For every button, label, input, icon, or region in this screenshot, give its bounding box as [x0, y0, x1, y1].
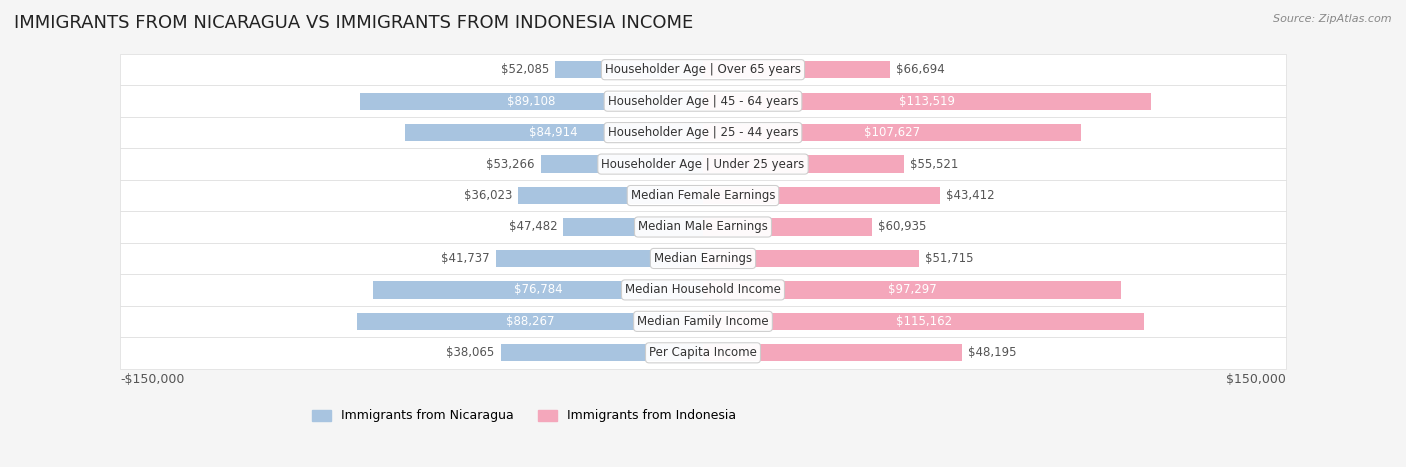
Text: Median Male Earnings: Median Male Earnings [638, 220, 768, 234]
Text: $66,694: $66,694 [896, 63, 945, 76]
Bar [360, 92, 703, 110]
Bar [562, 219, 703, 236]
Text: $55,521: $55,521 [910, 157, 959, 170]
Bar [357, 313, 703, 330]
FancyBboxPatch shape [120, 117, 1286, 149]
Bar [703, 156, 904, 173]
FancyBboxPatch shape [120, 85, 1286, 117]
Text: $107,627: $107,627 [865, 126, 920, 139]
Text: $36,023: $36,023 [464, 189, 513, 202]
Text: -$150,000: -$150,000 [120, 373, 184, 386]
Text: Householder Age | Under 25 years: Householder Age | Under 25 years [602, 157, 804, 170]
Bar [703, 187, 939, 204]
Text: $52,085: $52,085 [501, 63, 550, 76]
Text: $88,267: $88,267 [506, 315, 554, 328]
Bar [703, 92, 1150, 110]
Text: $41,737: $41,737 [441, 252, 491, 265]
Bar [703, 313, 1144, 330]
Text: Householder Age | 25 - 44 years: Householder Age | 25 - 44 years [607, 126, 799, 139]
Text: Householder Age | Over 65 years: Householder Age | Over 65 years [605, 63, 801, 76]
FancyBboxPatch shape [120, 149, 1286, 180]
FancyBboxPatch shape [120, 337, 1286, 368]
Text: $48,195: $48,195 [969, 347, 1017, 359]
Text: $84,914: $84,914 [530, 126, 578, 139]
Bar [519, 187, 703, 204]
FancyBboxPatch shape [120, 305, 1286, 337]
Bar [541, 156, 703, 173]
Bar [703, 61, 890, 78]
Bar [703, 281, 1122, 298]
Text: $38,065: $38,065 [447, 347, 495, 359]
Bar [555, 61, 703, 78]
Bar [703, 344, 962, 361]
Text: $53,266: $53,266 [486, 157, 534, 170]
Text: Per Capita Income: Per Capita Income [650, 347, 756, 359]
Bar [496, 250, 703, 267]
FancyBboxPatch shape [120, 180, 1286, 211]
Text: $89,108: $89,108 [508, 95, 555, 108]
Text: Median Household Income: Median Household Income [626, 283, 780, 297]
Text: Source: ZipAtlas.com: Source: ZipAtlas.com [1274, 14, 1392, 24]
Legend: Immigrants from Nicaragua, Immigrants from Indonesia: Immigrants from Nicaragua, Immigrants fr… [307, 404, 741, 427]
Text: $150,000: $150,000 [1226, 373, 1286, 386]
Bar [501, 344, 703, 361]
Text: $51,715: $51,715 [925, 252, 973, 265]
FancyBboxPatch shape [120, 211, 1286, 243]
Text: IMMIGRANTS FROM NICARAGUA VS IMMIGRANTS FROM INDONESIA INCOME: IMMIGRANTS FROM NICARAGUA VS IMMIGRANTS … [14, 14, 693, 32]
Text: $76,784: $76,784 [513, 283, 562, 297]
FancyBboxPatch shape [120, 54, 1286, 85]
Text: $113,519: $113,519 [898, 95, 955, 108]
Text: Median Female Earnings: Median Female Earnings [631, 189, 775, 202]
FancyBboxPatch shape [120, 243, 1286, 274]
Text: Householder Age | 45 - 64 years: Householder Age | 45 - 64 years [607, 95, 799, 108]
Bar [703, 124, 1081, 142]
Text: Median Family Income: Median Family Income [637, 315, 769, 328]
Bar [703, 219, 872, 236]
Text: Median Earnings: Median Earnings [654, 252, 752, 265]
Text: $43,412: $43,412 [946, 189, 994, 202]
Text: $47,482: $47,482 [509, 220, 557, 234]
Text: $97,297: $97,297 [887, 283, 936, 297]
Bar [405, 124, 703, 142]
Bar [703, 250, 918, 267]
Text: $115,162: $115,162 [896, 315, 952, 328]
Bar [373, 281, 703, 298]
FancyBboxPatch shape [120, 274, 1286, 305]
Text: $60,935: $60,935 [877, 220, 927, 234]
